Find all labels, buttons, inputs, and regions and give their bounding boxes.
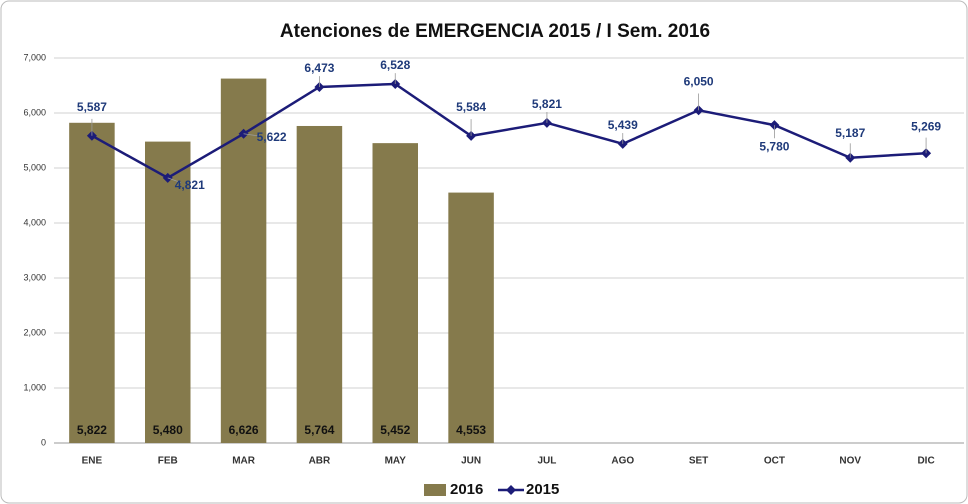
line-value-label: 5,439 <box>608 118 638 132</box>
y-tick-label: 4,000 <box>23 217 46 227</box>
bar <box>296 125 343 443</box>
legend-label: 2015 <box>526 481 559 498</box>
bar-value-label: 5,452 <box>380 423 410 437</box>
bar-value-label: 5,480 <box>153 423 183 437</box>
line-value-label: 5,821 <box>532 97 562 111</box>
legend-swatch <box>424 484 446 496</box>
bar <box>372 143 418 443</box>
y-tick-label: 0 <box>41 437 46 447</box>
line-value-label: 5,780 <box>759 139 789 153</box>
x-tick-label: FEB <box>158 456 178 467</box>
bar-value-label: 4,553 <box>456 423 486 437</box>
bar <box>69 122 115 443</box>
x-tick-label: AGO <box>611 456 634 467</box>
bar-value-label: 5,764 <box>304 423 334 437</box>
x-tick-label: ENE <box>82 456 103 467</box>
line <box>91 82 927 180</box>
line-value-label: 5,622 <box>257 130 287 144</box>
line-value-label: 5,187 <box>835 126 865 140</box>
x-tick-label: JUL <box>537 456 556 467</box>
x-tick-label: MAR <box>232 456 256 467</box>
line-value-label: 4,821 <box>175 178 205 192</box>
legend-label: 2016 <box>450 481 483 498</box>
line-value-label: 5,584 <box>456 100 486 114</box>
chart-title: Atenciones de EMERGENCIA 2015 / I Sem. 2… <box>280 21 710 42</box>
y-tick-label: 1,000 <box>23 382 46 392</box>
bar <box>448 192 494 443</box>
label-leader <box>167 177 182 184</box>
bar-value-label: 5,822 <box>77 423 107 437</box>
bar <box>220 78 267 443</box>
x-tick-label: JUN <box>461 456 481 467</box>
x-tick-label: MAY <box>385 456 407 467</box>
bar <box>145 141 191 443</box>
bar-value-label: 6,626 <box>229 423 259 437</box>
y-tick-label: 6,000 <box>23 107 46 117</box>
line-value-label: 5,587 <box>77 100 107 114</box>
x-tick-label: OCT <box>764 456 785 467</box>
line-value-label: 6,528 <box>380 58 410 72</box>
x-tick-label: DIC <box>917 456 934 467</box>
line-value-label: 6,473 <box>304 61 334 75</box>
y-tick-label: 2,000 <box>23 327 46 337</box>
legend-swatch-marker <box>506 485 516 495</box>
line-value-label: 6,050 <box>684 74 714 88</box>
x-tick-label: NOV <box>839 456 861 467</box>
label-leader <box>243 133 261 137</box>
y-tick-label: 3,000 <box>23 272 46 282</box>
line-value-label: 5,269 <box>911 119 941 133</box>
y-tick-label: 5,000 <box>23 162 46 172</box>
x-tick-label: ABR <box>309 456 331 467</box>
x-tick-label: SET <box>689 456 708 467</box>
y-tick-label: 7,000 <box>23 52 46 62</box>
